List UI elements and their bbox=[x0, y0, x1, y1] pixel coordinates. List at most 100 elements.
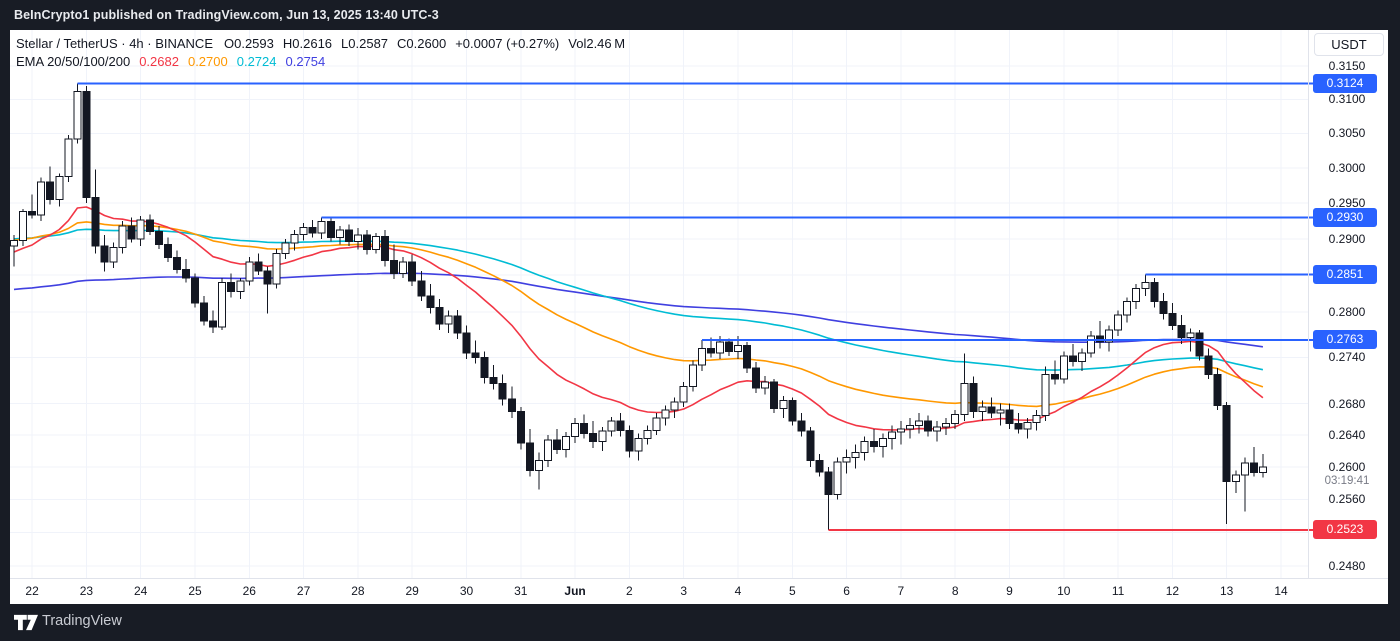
candle-down bbox=[426, 295, 435, 309]
candle-up bbox=[1258, 466, 1267, 474]
tradingview-brand[interactable]: TradingView bbox=[42, 613, 122, 629]
ohlc-low: L0.2587 bbox=[341, 36, 389, 51]
candle-down bbox=[154, 231, 163, 246]
candle-up bbox=[1114, 314, 1123, 331]
x-axis-label: 6 bbox=[843, 584, 850, 598]
time-axis[interactable]: 22 23 24 25 26 27 28 29 30 31 Jun 2 3 4 5 6 7 8 9 10 11 12 13 1… bbox=[10, 578, 1388, 605]
candle-up bbox=[634, 437, 643, 452]
price-tick-label: 0.2480 bbox=[1328, 558, 1366, 573]
candle-down bbox=[145, 219, 154, 233]
candle-up bbox=[1231, 474, 1240, 483]
candle-down bbox=[417, 280, 426, 297]
candle-up bbox=[896, 428, 905, 433]
x-axis-label: 24 bbox=[134, 584, 148, 598]
candle-up bbox=[679, 386, 688, 403]
x-axis-label: 27 bbox=[296, 584, 311, 598]
candle-down bbox=[616, 420, 625, 431]
x-axis-label: 30 bbox=[459, 584, 474, 598]
x-axis-label: 12 bbox=[1165, 584, 1180, 598]
candle-down bbox=[308, 226, 317, 234]
candle-up bbox=[55, 175, 64, 201]
candle-down bbox=[263, 270, 272, 285]
candle-down bbox=[797, 420, 806, 432]
candle-down bbox=[498, 383, 507, 400]
ema-100-line bbox=[13, 228, 1264, 371]
candle-up bbox=[299, 226, 308, 236]
candle-up bbox=[1086, 335, 1095, 354]
x-axis-label: 11 bbox=[1111, 584, 1125, 598]
candle-down bbox=[408, 261, 417, 282]
candle-down bbox=[770, 381, 779, 409]
candle-down bbox=[743, 344, 752, 369]
candle-up bbox=[37, 181, 46, 216]
price-tick-label: 0.2800 bbox=[1328, 305, 1366, 320]
candle-up bbox=[878, 437, 887, 447]
price-axis[interactable]: USDT 03:19:41 0.3124 0.2930 0.2851 0.2763 0.… bbox=[1308, 30, 1388, 578]
candle-down bbox=[507, 398, 516, 413]
candle-up bbox=[335, 229, 344, 238]
price-tick-label: 0.2680 bbox=[1328, 396, 1366, 411]
candle-up bbox=[73, 90, 82, 140]
candle-up bbox=[317, 221, 326, 234]
x-axis-label: 10 bbox=[1057, 584, 1071, 598]
axis-separator bbox=[1308, 30, 1309, 578]
ema-20-line bbox=[13, 206, 1264, 431]
candle-up bbox=[218, 282, 227, 328]
ema-label[interactable]: EMA 20/50/100/200 bbox=[16, 54, 131, 69]
volume-value: Vol2.46 M bbox=[568, 36, 626, 51]
candle-up bbox=[779, 400, 788, 409]
candle-down bbox=[1168, 313, 1177, 327]
candle-down bbox=[516, 411, 525, 444]
candle-down bbox=[344, 229, 353, 243]
candle-down bbox=[381, 236, 390, 262]
tradingview-logo-icon[interactable] bbox=[14, 614, 38, 636]
candle-down bbox=[525, 442, 534, 471]
candle-up bbox=[1186, 332, 1195, 339]
candle-up bbox=[1141, 282, 1150, 289]
candle-up bbox=[10, 239, 18, 247]
candle-up bbox=[245, 261, 254, 282]
price-tick-label: 0.3000 bbox=[1328, 160, 1366, 175]
candle-up bbox=[715, 341, 724, 354]
candle-up bbox=[372, 236, 380, 251]
candle-up bbox=[933, 426, 942, 432]
candle-down bbox=[1005, 409, 1014, 424]
candle-up bbox=[399, 261, 408, 275]
candle-down bbox=[471, 352, 480, 358]
bar-countdown: 03:19:41 bbox=[1324, 475, 1370, 488]
candle-down bbox=[815, 460, 824, 473]
candle-down bbox=[589, 433, 598, 442]
currency-toggle-button[interactable]: USDT bbox=[1314, 33, 1384, 56]
chart-panel: Stellar / TetherUS · 4h · BINANCE O0.2593… bbox=[10, 30, 1388, 605]
candle-down bbox=[172, 257, 181, 270]
candle-up bbox=[236, 280, 245, 292]
symbol-title[interactable]: Stellar / TetherUS · 4h · BINANCE bbox=[16, 36, 213, 51]
candle-down bbox=[553, 439, 561, 450]
price-tick-label: 0.2640 bbox=[1328, 428, 1366, 443]
candle-down bbox=[1150, 282, 1159, 303]
candle-down bbox=[227, 282, 236, 292]
candle-down bbox=[752, 367, 761, 389]
candle-up bbox=[761, 381, 770, 389]
candle-up bbox=[598, 430, 607, 442]
price-ray-badge: 0.2851 bbox=[1313, 264, 1377, 284]
candle-down bbox=[200, 302, 209, 322]
candle-up bbox=[353, 234, 362, 243]
candle-down bbox=[1050, 373, 1059, 380]
candle-down bbox=[127, 225, 136, 240]
candle-up bbox=[842, 456, 851, 463]
price-ray-badge: 0.2930 bbox=[1313, 207, 1377, 227]
candle-down bbox=[181, 268, 190, 279]
candle-up bbox=[734, 344, 742, 352]
candle-up bbox=[19, 211, 28, 241]
price-chart[interactable] bbox=[10, 30, 1318, 578]
candle-up bbox=[562, 436, 571, 450]
price-ray-badge: 0.3124 bbox=[1313, 73, 1377, 93]
candle-down bbox=[1195, 332, 1204, 357]
candle-down bbox=[788, 400, 797, 422]
candle-up bbox=[1023, 422, 1032, 430]
candle-down bbox=[82, 90, 91, 198]
candle-up bbox=[860, 440, 869, 454]
candle-down bbox=[326, 221, 335, 238]
candle-down bbox=[489, 376, 498, 385]
